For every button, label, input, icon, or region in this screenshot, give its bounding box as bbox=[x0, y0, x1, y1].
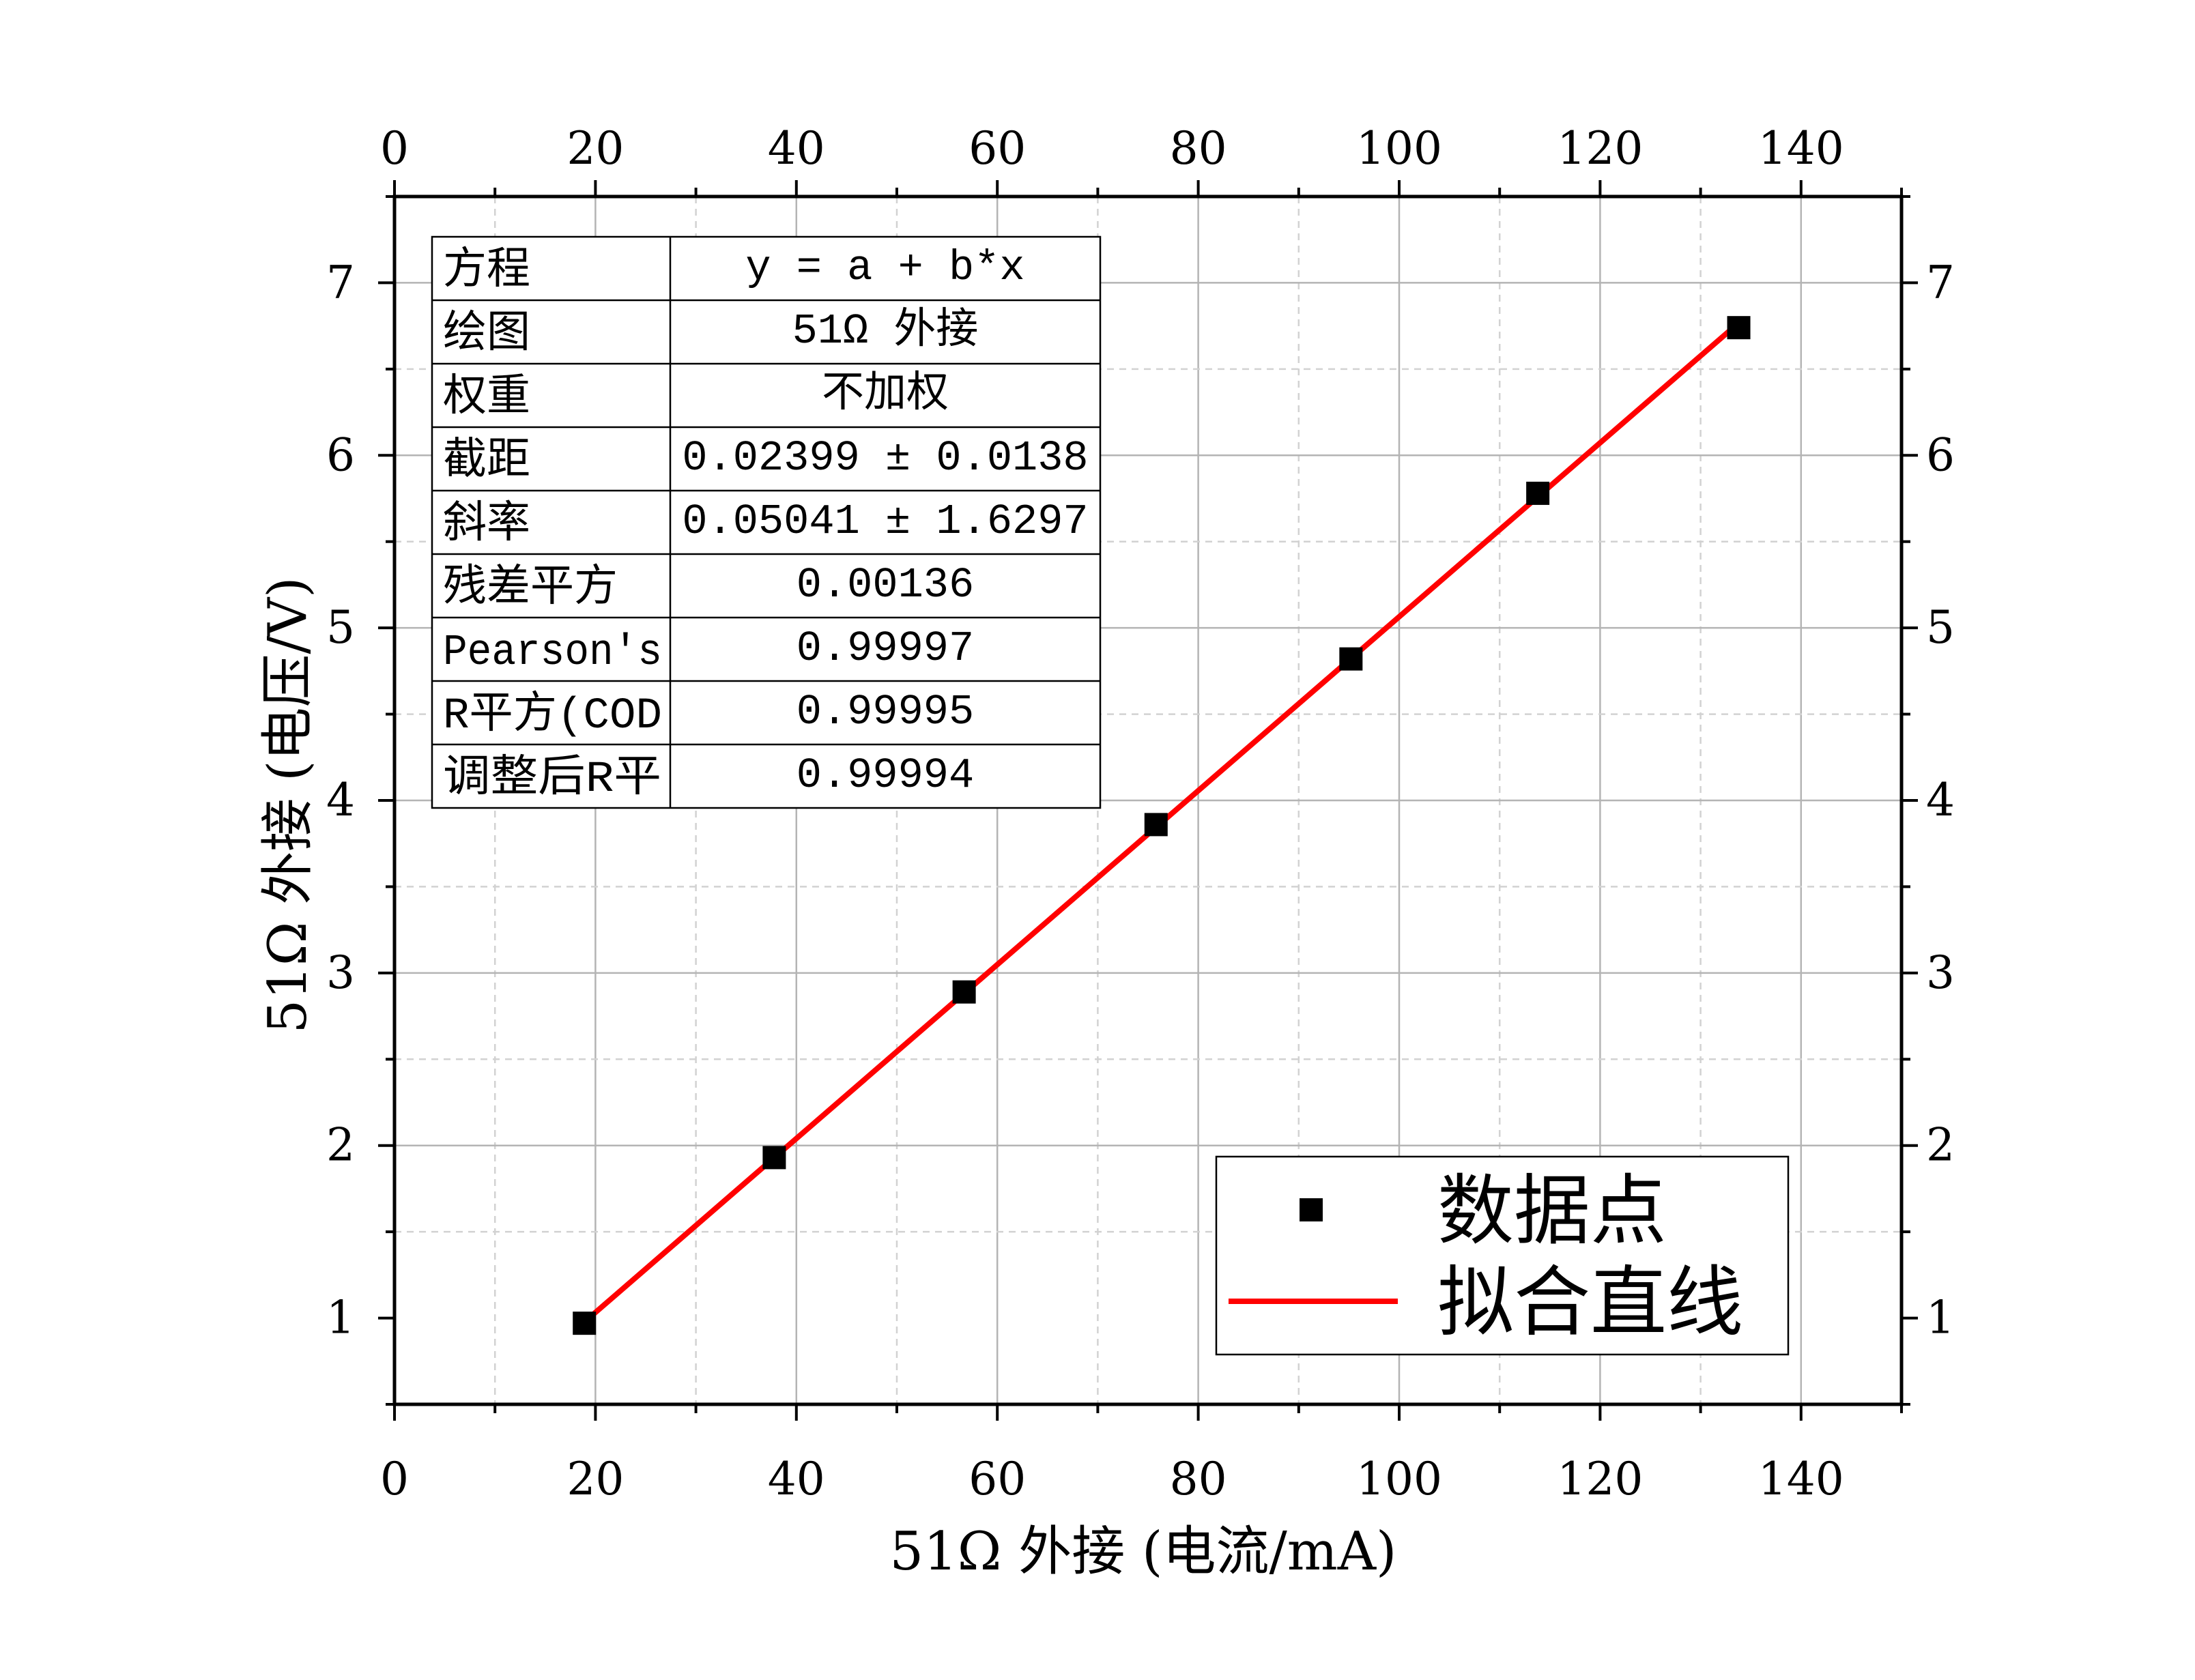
y-tick-label-right: 4 bbox=[1926, 774, 1955, 826]
fit-table-label: 权重 bbox=[443, 373, 530, 424]
fit-table-label: R平方(COD bbox=[443, 690, 662, 741]
y-tick-label-left: 6 bbox=[326, 429, 355, 481]
legend-frame bbox=[1215, 1155, 1790, 1356]
fit-table-label: 残差平方 bbox=[443, 563, 618, 614]
x-tick-label-bottom: 100 bbox=[1356, 1453, 1442, 1505]
legend-marker-square bbox=[1300, 1198, 1323, 1221]
x-tick-label-top: 20 bbox=[566, 122, 624, 175]
fit-table-value: y = a + b*x bbox=[745, 244, 1024, 292]
data-point bbox=[1339, 647, 1363, 671]
data-point bbox=[1144, 813, 1168, 837]
fit-table-label: 调整后R平 bbox=[443, 754, 661, 805]
x-tick-label-top: 80 bbox=[1170, 122, 1227, 175]
series bbox=[573, 316, 1751, 1335]
fit-table-label: 截距 bbox=[443, 437, 530, 487]
y-axis-title: 51Ω 外接 (电压/V) bbox=[257, 577, 319, 1034]
fit-table-label: 方程 bbox=[443, 246, 530, 297]
fit-table-label: Pearson's bbox=[443, 628, 662, 678]
x-tick-label-bottom: 40 bbox=[768, 1453, 825, 1505]
x-axis-title: 51Ω 外接 (电流/mA) bbox=[890, 1521, 1397, 1582]
y-tick-label-left: 4 bbox=[326, 774, 355, 826]
x-tick-label-bottom: 0 bbox=[380, 1453, 409, 1505]
y-tick-label-left: 7 bbox=[326, 256, 355, 308]
x-tick-label-top: 140 bbox=[1758, 122, 1844, 175]
y-tick-label-left: 1 bbox=[326, 1292, 355, 1344]
fit-table-frame bbox=[431, 235, 1102, 809]
x-tick-label-bottom: 140 bbox=[1758, 1453, 1844, 1505]
y-tick-label-right: 1 bbox=[1926, 1292, 1955, 1344]
x-tick-label-bottom: 80 bbox=[1170, 1453, 1227, 1505]
y-tick-label-right: 7 bbox=[1926, 256, 1955, 308]
data-point bbox=[762, 1146, 786, 1170]
x-tick-label-bottom: 120 bbox=[1557, 1453, 1643, 1505]
x-tick-label-top: 60 bbox=[969, 122, 1026, 175]
fit-table-value: 51Ω 外接 bbox=[792, 306, 979, 356]
data-point bbox=[952, 980, 976, 1004]
x-tick-label-bottom: 20 bbox=[566, 1453, 624, 1505]
fit-table-label: 绘图 bbox=[443, 309, 530, 360]
fit-table-value: 0.99994 bbox=[797, 751, 974, 800]
fit-table-value: 0.99995 bbox=[797, 688, 974, 736]
fit-table-value: 0.05041 ± 1.6297 bbox=[682, 497, 1088, 546]
fit-table-value: 0.02399 ± 0.0138 bbox=[682, 434, 1088, 482]
data-point bbox=[1727, 316, 1751, 340]
y-tick-label-right: 6 bbox=[1926, 429, 1955, 481]
legend-label: 拟合直线 bbox=[1437, 1258, 1743, 1347]
y-tick-label-left: 5 bbox=[326, 601, 355, 654]
x-tick-label-top: 120 bbox=[1557, 122, 1643, 175]
axes: 0 0 20 20 40 40 60 60 80 80 100 100 120 120 140 140 1 1 2 2… bbox=[326, 122, 1955, 1505]
x-tick-label-top: 0 bbox=[380, 122, 409, 175]
fit-table-value: 0.99997 bbox=[797, 624, 974, 673]
x-tick-label-top: 100 bbox=[1356, 122, 1442, 175]
x-tick-label-top: 40 bbox=[768, 122, 825, 175]
legend-label: 数据点 bbox=[1437, 1167, 1667, 1256]
y-tick-label-right: 2 bbox=[1926, 1119, 1955, 1172]
data-point bbox=[1526, 481, 1550, 505]
x-tick-label-bottom: 60 bbox=[969, 1453, 1026, 1505]
y-tick-label-left: 2 bbox=[326, 1119, 355, 1172]
y-tick-label-right: 5 bbox=[1926, 601, 1955, 654]
data-point bbox=[573, 1312, 597, 1335]
y-tick-label-right: 3 bbox=[1926, 946, 1955, 999]
y-tick-label-left: 3 bbox=[326, 946, 355, 999]
fit-table-value: 不加权 bbox=[822, 370, 949, 419]
fit-table-value: 0.00136 bbox=[797, 561, 974, 609]
fit-table-label: 斜率 bbox=[443, 499, 530, 551]
